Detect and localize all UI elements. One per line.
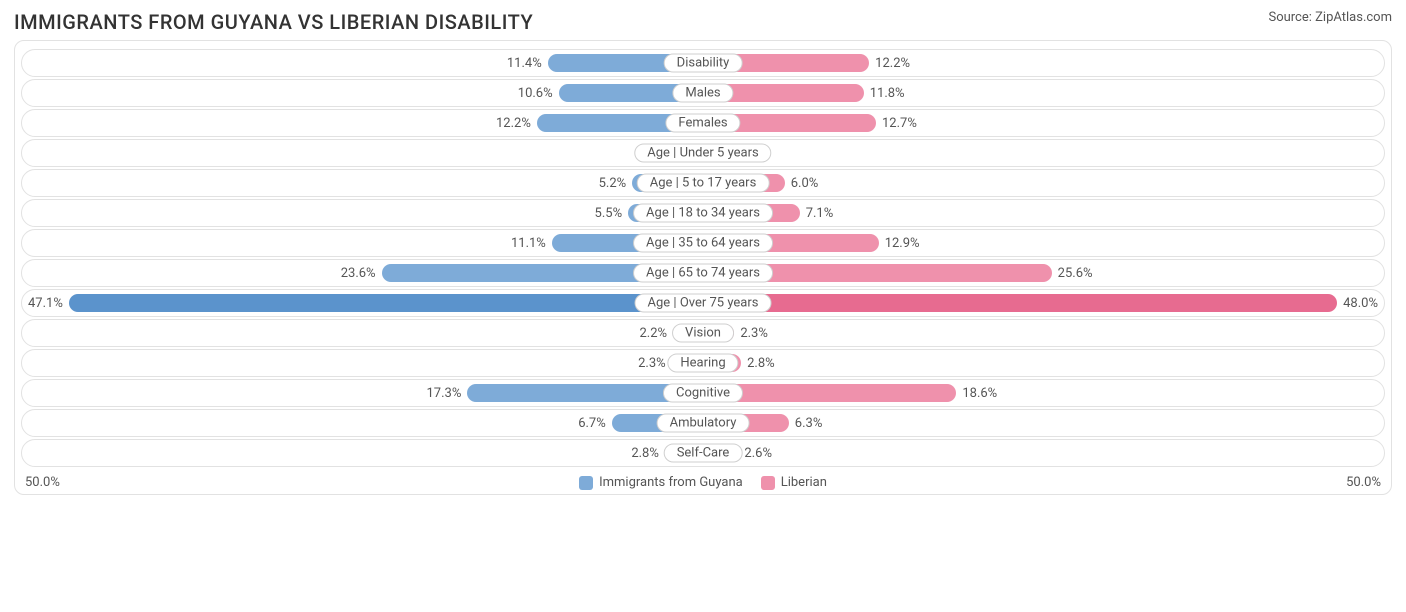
right-value-label: 7.1%	[800, 206, 840, 221]
row-left-half: 6.7%	[22, 410, 703, 436]
bar-row: 47.1% 48.0% Age | Over 75 years	[21, 289, 1385, 317]
legend-swatch-right	[761, 476, 775, 490]
row-left-half: 5.5%	[22, 200, 703, 226]
category-label: Hearing	[667, 354, 738, 373]
right-value-label: 48.0%	[1337, 296, 1384, 311]
row-right-half: 12.9%	[703, 230, 1384, 256]
left-value-label: 47.1%	[22, 296, 69, 311]
row-left-half: 10.6%	[22, 80, 703, 106]
left-value-label: 10.6%	[512, 86, 559, 101]
row-right-half: 6.3%	[703, 410, 1384, 436]
left-value-label: 11.1%	[505, 236, 552, 251]
category-label: Age | 5 to 17 years	[637, 174, 770, 193]
left-value-label: 5.2%	[593, 176, 633, 191]
bar-row: 23.6% 25.6% Age | 65 to 74 years	[21, 259, 1385, 287]
row-right-half: 12.7%	[703, 110, 1384, 136]
left-value-label: 2.8%	[625, 446, 665, 461]
bar-row: 5.5% 7.1% Age | 18 to 34 years	[21, 199, 1385, 227]
row-left-half: 11.4%	[22, 50, 703, 76]
left-value-label: 23.6%	[335, 266, 382, 281]
axis-legend-row: 50.0% Immigrants from Guyana Liberian 50…	[15, 469, 1391, 490]
legend-swatch-left	[579, 476, 593, 490]
row-left-half: 2.8%	[22, 440, 703, 466]
row-right-half: 1.3%	[703, 140, 1384, 166]
legend: Immigrants from Guyana Liberian	[579, 475, 827, 490]
category-label: Cognitive	[663, 384, 743, 403]
row-right-half: 25.6%	[703, 260, 1384, 286]
right-value-label: 12.7%	[876, 116, 923, 131]
chart-area: 11.4% 12.2% Disability 10.6% 11.8% Males 12.2%…	[14, 40, 1392, 495]
bar-row: 11.4% 12.2% Disability	[21, 49, 1385, 77]
bar-rows-container: 11.4% 12.2% Disability 10.6% 11.8% Males 12.2%…	[15, 49, 1391, 467]
legend-item-left: Immigrants from Guyana	[579, 475, 743, 490]
legend-label-right: Liberian	[781, 475, 827, 490]
axis-left-max: 50.0%	[25, 475, 60, 490]
row-right-half: 6.0%	[703, 170, 1384, 196]
left-value-label: 11.4%	[501, 56, 548, 71]
left-value-label: 17.3%	[421, 386, 468, 401]
category-label: Females	[665, 114, 740, 133]
category-label: Age | 35 to 64 years	[633, 234, 773, 253]
row-left-half: 47.1%	[22, 290, 703, 316]
category-label: Vision	[672, 324, 734, 343]
left-value-label: 6.7%	[572, 416, 612, 431]
right-value-label: 6.0%	[785, 176, 825, 191]
right-value-label: 12.9%	[879, 236, 926, 251]
right-value-label: 25.6%	[1052, 266, 1099, 281]
bar-row: 2.2% 2.3%Vision	[21, 319, 1385, 347]
category-label: Age | 65 to 74 years	[633, 264, 773, 283]
left-value-label: 2.3%	[632, 356, 672, 371]
left-value-label: 5.5%	[589, 206, 629, 221]
row-left-half: 17.3%	[22, 380, 703, 406]
left-value-label: 12.2%	[490, 116, 537, 131]
right-bar	[703, 294, 1337, 312]
row-right-half: 12.2%	[703, 50, 1384, 76]
bar-row: 5.2% 6.0% Age | 5 to 17 years	[21, 169, 1385, 197]
category-label: Disability	[664, 54, 743, 73]
left-bar	[69, 294, 703, 312]
bar-row: 10.6% 11.8% Males	[21, 79, 1385, 107]
row-right-half: 7.1%	[703, 200, 1384, 226]
bar-row: 17.3% 18.6% Cognitive	[21, 379, 1385, 407]
category-label: Males	[672, 84, 733, 103]
legend-item-right: Liberian	[761, 475, 827, 490]
row-right-half: 2.8%	[703, 350, 1384, 376]
row-left-half: 1.0%	[22, 140, 703, 166]
axis-right-max: 50.0%	[1346, 475, 1381, 490]
category-label: Age | 18 to 34 years	[633, 204, 773, 223]
row-right-half: 18.6%	[703, 380, 1384, 406]
row-left-half: 5.2%	[22, 170, 703, 196]
right-value-label: 18.6%	[956, 386, 1003, 401]
category-label: Ambulatory	[657, 414, 750, 433]
category-label: Age | Over 75 years	[635, 294, 772, 313]
legend-label-left: Immigrants from Guyana	[599, 475, 743, 490]
row-right-half: 11.8%	[703, 80, 1384, 106]
right-value-label: 12.2%	[869, 56, 916, 71]
left-value-label: 2.2%	[633, 326, 673, 341]
row-left-half: 12.2%	[22, 110, 703, 136]
row-left-half: 2.2%	[22, 320, 703, 346]
bar-row: 6.7% 6.3% Ambulatory	[21, 409, 1385, 437]
right-value-label: 6.3%	[789, 416, 829, 431]
right-value-label: 2.3%	[734, 326, 774, 341]
bar-row: 1.0%1.3%Age | Under 5 years	[21, 139, 1385, 167]
bar-row: 2.8% 2.6%Self-Care	[21, 439, 1385, 467]
chart-title: IMMIGRANTS FROM GUYANA VS LIBERIAN DISAB…	[14, 10, 533, 34]
right-value-label: 11.8%	[864, 86, 911, 101]
header: IMMIGRANTS FROM GUYANA VS LIBERIAN DISAB…	[0, 0, 1406, 40]
row-right-half: 2.6%	[703, 440, 1384, 466]
bar-row: 2.3% 2.8%Hearing	[21, 349, 1385, 377]
row-right-half: 2.3%	[703, 320, 1384, 346]
bar-row: 11.1% 12.9% Age | 35 to 64 years	[21, 229, 1385, 257]
row-left-half: 2.3%	[22, 350, 703, 376]
row-left-half: 23.6%	[22, 260, 703, 286]
category-label: Self-Care	[664, 444, 743, 463]
category-label: Age | Under 5 years	[634, 144, 771, 163]
row-left-half: 11.1%	[22, 230, 703, 256]
row-right-half: 48.0%	[703, 290, 1384, 316]
bar-row: 12.2% 12.7% Females	[21, 109, 1385, 137]
right-value-label: 2.6%	[738, 446, 778, 461]
right-value-label: 2.8%	[741, 356, 781, 371]
source-attribution: Source: ZipAtlas.com	[1268, 10, 1392, 25]
